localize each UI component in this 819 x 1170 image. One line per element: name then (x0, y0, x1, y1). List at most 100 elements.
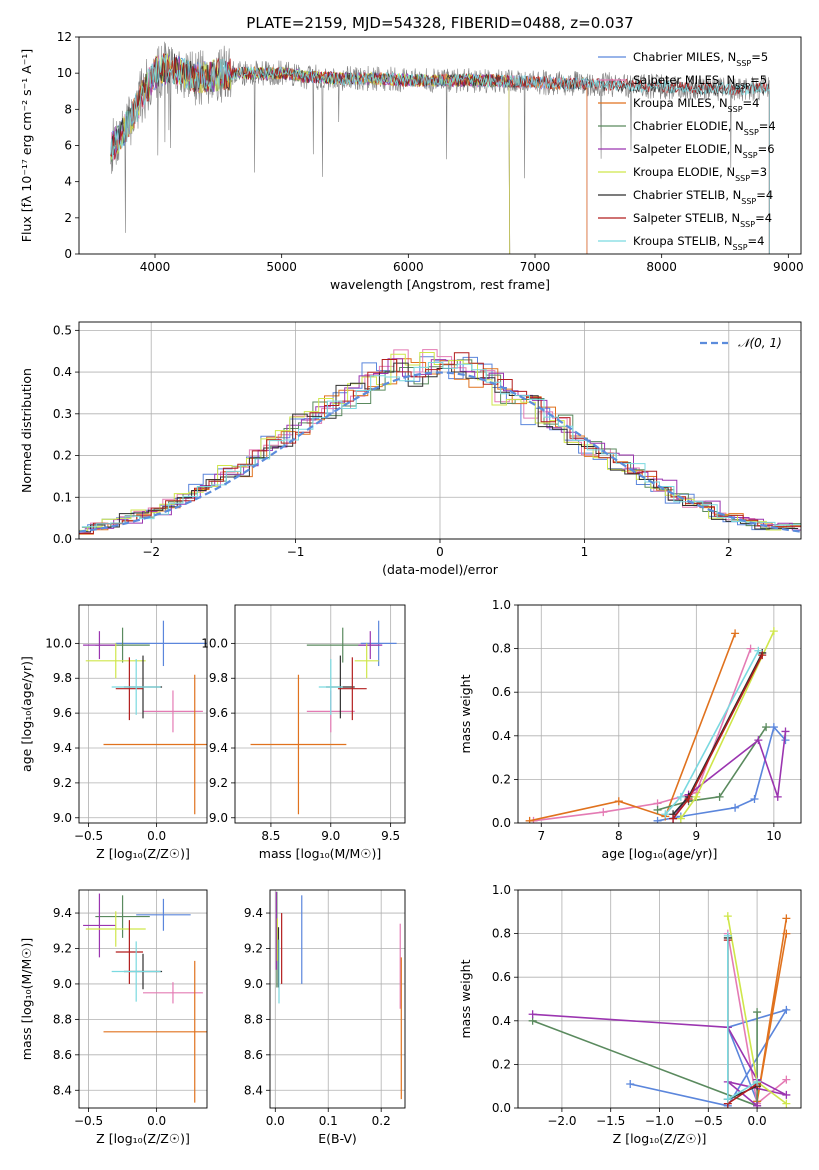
plus-marker (731, 803, 740, 812)
y-axis-label: age [log₁₀(age/yr)] (19, 656, 34, 772)
plus-marker (626, 1080, 635, 1089)
y-tick-label: 9.0 (53, 811, 72, 825)
plus-marker (753, 1077, 762, 1086)
x-tick-label: 0.2 (372, 1114, 391, 1128)
mass-weight-line (664, 650, 760, 815)
x-tick-label: 0.1 (319, 1114, 338, 1128)
residual-histogram (81, 362, 801, 528)
mass-vs-ebv-plot-area (275, 891, 402, 1100)
x-tick-label: −2 (142, 545, 160, 559)
plus-marker (599, 808, 608, 817)
plus-marker (528, 1010, 537, 1019)
x-tick-label: 7000 (520, 260, 551, 274)
x-tick-label: 10 (766, 829, 781, 843)
y-tick-label: 9.4 (244, 906, 263, 920)
legend-label: 𝒩(0, 1) (738, 336, 782, 350)
y-tick-label: 6 (64, 139, 72, 153)
y-tick-label: 9.0 (53, 977, 72, 991)
y-tick-label: 12 (57, 30, 72, 44)
figure-title: PLATE=2159, MJD=54328, FIBERID=0488, z=0… (246, 14, 633, 32)
y-tick-label: 9.4 (209, 741, 228, 755)
y-tick-label: 8.8 (53, 1012, 72, 1026)
y-tick-label: 9.2 (53, 776, 72, 790)
y-tick-label: 2 (64, 211, 72, 225)
x-axis-label: (data-model)/error (382, 562, 499, 577)
y-axis-label: Flux [fλ 10⁻¹⁷ erg cm⁻² s⁻¹ A⁻¹] (19, 49, 34, 242)
x-tick-label: 0.0 (266, 1114, 285, 1128)
y-tick-label: 9.0 (209, 811, 228, 825)
y-tick-label: 0.0 (492, 1101, 511, 1115)
age-vs-mass-panel: 8.5 9.0 9.5 9.0 9.2 9.4 9.6 9.8 10.0 mass [log₁₀(… (201, 604, 406, 861)
y-tick-label: 9.0 (244, 977, 263, 991)
y-tick-label: 4 (64, 175, 72, 189)
plus-marker (692, 792, 701, 801)
x-axis-label: age [log₁₀(age/yr)] (602, 846, 718, 861)
x-tick-label: 5000 (266, 260, 297, 274)
normal-curve (79, 371, 801, 533)
y-tick-label: 8.4 (244, 1083, 263, 1097)
plus-marker (754, 736, 763, 745)
y-axis-label: Normed distribution (19, 368, 34, 493)
plus-marker (762, 723, 771, 732)
y-tick-label: 8.8 (244, 1012, 263, 1026)
axes-frame (517, 889, 802, 1109)
y-tick-label: 10.0 (201, 636, 228, 650)
y-tick-label: 10.0 (45, 636, 72, 650)
x-tick-label: 0 (436, 545, 444, 559)
data-spectrum-line (110, 41, 770, 233)
x-tick-label: 9 (693, 829, 701, 843)
plus-marker (782, 1099, 791, 1108)
y-tick-label: 8 (64, 102, 72, 116)
mass-weight-line (529, 633, 736, 822)
mass-vs-ebv-panel: 0.0 0.1 0.2 8.4 8.6 8.8 9.0 9.2 9.4 E(B-V) (244, 889, 406, 1146)
x-tick-label: 8 (615, 829, 623, 843)
x-tick-label: −2.0 (547, 1114, 576, 1128)
plus-marker (653, 816, 662, 823)
residual-histogram (79, 352, 796, 531)
model-spectrum-line (110, 55, 511, 254)
y-tick-label: 9.6 (209, 706, 228, 720)
x-tick-label: 8.5 (261, 829, 280, 843)
y-tick-label: 0.3 (53, 407, 72, 421)
legend-label: Chabrier ELODIE, NSSP=4 (633, 119, 776, 137)
y-tick-label: 0.6 (492, 970, 511, 984)
model-spectrum-line (110, 54, 770, 254)
mass-vs-Z-plot-area (83, 893, 207, 1103)
y-tick-label: 0 (64, 247, 72, 261)
plus-marker (750, 795, 759, 804)
x-tick-label: 2 (725, 545, 733, 559)
x-axis-label: Z [log₁₀(Z/Z☉)] (613, 1131, 707, 1146)
x-tick-label: −0.5 (74, 1114, 103, 1128)
plus-marker (723, 1095, 732, 1104)
axes-frame (78, 889, 208, 1109)
y-tick-label: 0.5 (53, 323, 72, 337)
x-tick-label: −0.5 (694, 1114, 723, 1128)
legend-label: Salpeter STELIB, NSSP=4 (633, 211, 772, 229)
x-tick-label: 0.0 (748, 1114, 767, 1128)
x-axis-label: E(B-V) (318, 1131, 357, 1146)
x-axis-label: Z [log₁₀(Z/Z☉)] (96, 846, 190, 861)
residuals-panel: −2 −1 0 1 2 0.0 0.1 0.2 0.3 0.4 0.5 (data-model)/er… (19, 321, 802, 577)
plus-marker (614, 797, 623, 806)
plus-marker (653, 805, 662, 814)
x-axis-label: mass [log₁₀(M/M☉)] (259, 846, 381, 861)
plus-marker (782, 1005, 791, 1014)
axes-frame (78, 321, 802, 540)
mass-weight-line (533, 648, 752, 822)
y-tick-label: 0.4 (492, 729, 511, 743)
plus-marker (676, 814, 685, 823)
y-tick-label: 0.4 (53, 365, 72, 379)
axes-frame (269, 889, 406, 1109)
axes-frame (234, 604, 406, 824)
mass-weight-vs-Z-plot-area (528, 912, 791, 1108)
legend-label: Salpeter MILES, NSSP=5 (633, 73, 767, 91)
residuals-plot-area (79, 349, 801, 535)
y-tick-label: 9.4 (53, 906, 72, 920)
y-tick-label: 1.0 (492, 598, 511, 612)
y-tick-label: 0.0 (53, 532, 72, 546)
x-tick-label: −1.0 (645, 1114, 674, 1128)
y-tick-label: 0.4 (492, 1014, 511, 1028)
y-axis-label: mass [log₁₀(M/M☉)] (19, 938, 34, 1060)
spectrum-legend: Chabrier MILES, NSSP=5 Salpeter MILES, NS… (598, 50, 776, 252)
plus-marker (782, 1075, 791, 1084)
